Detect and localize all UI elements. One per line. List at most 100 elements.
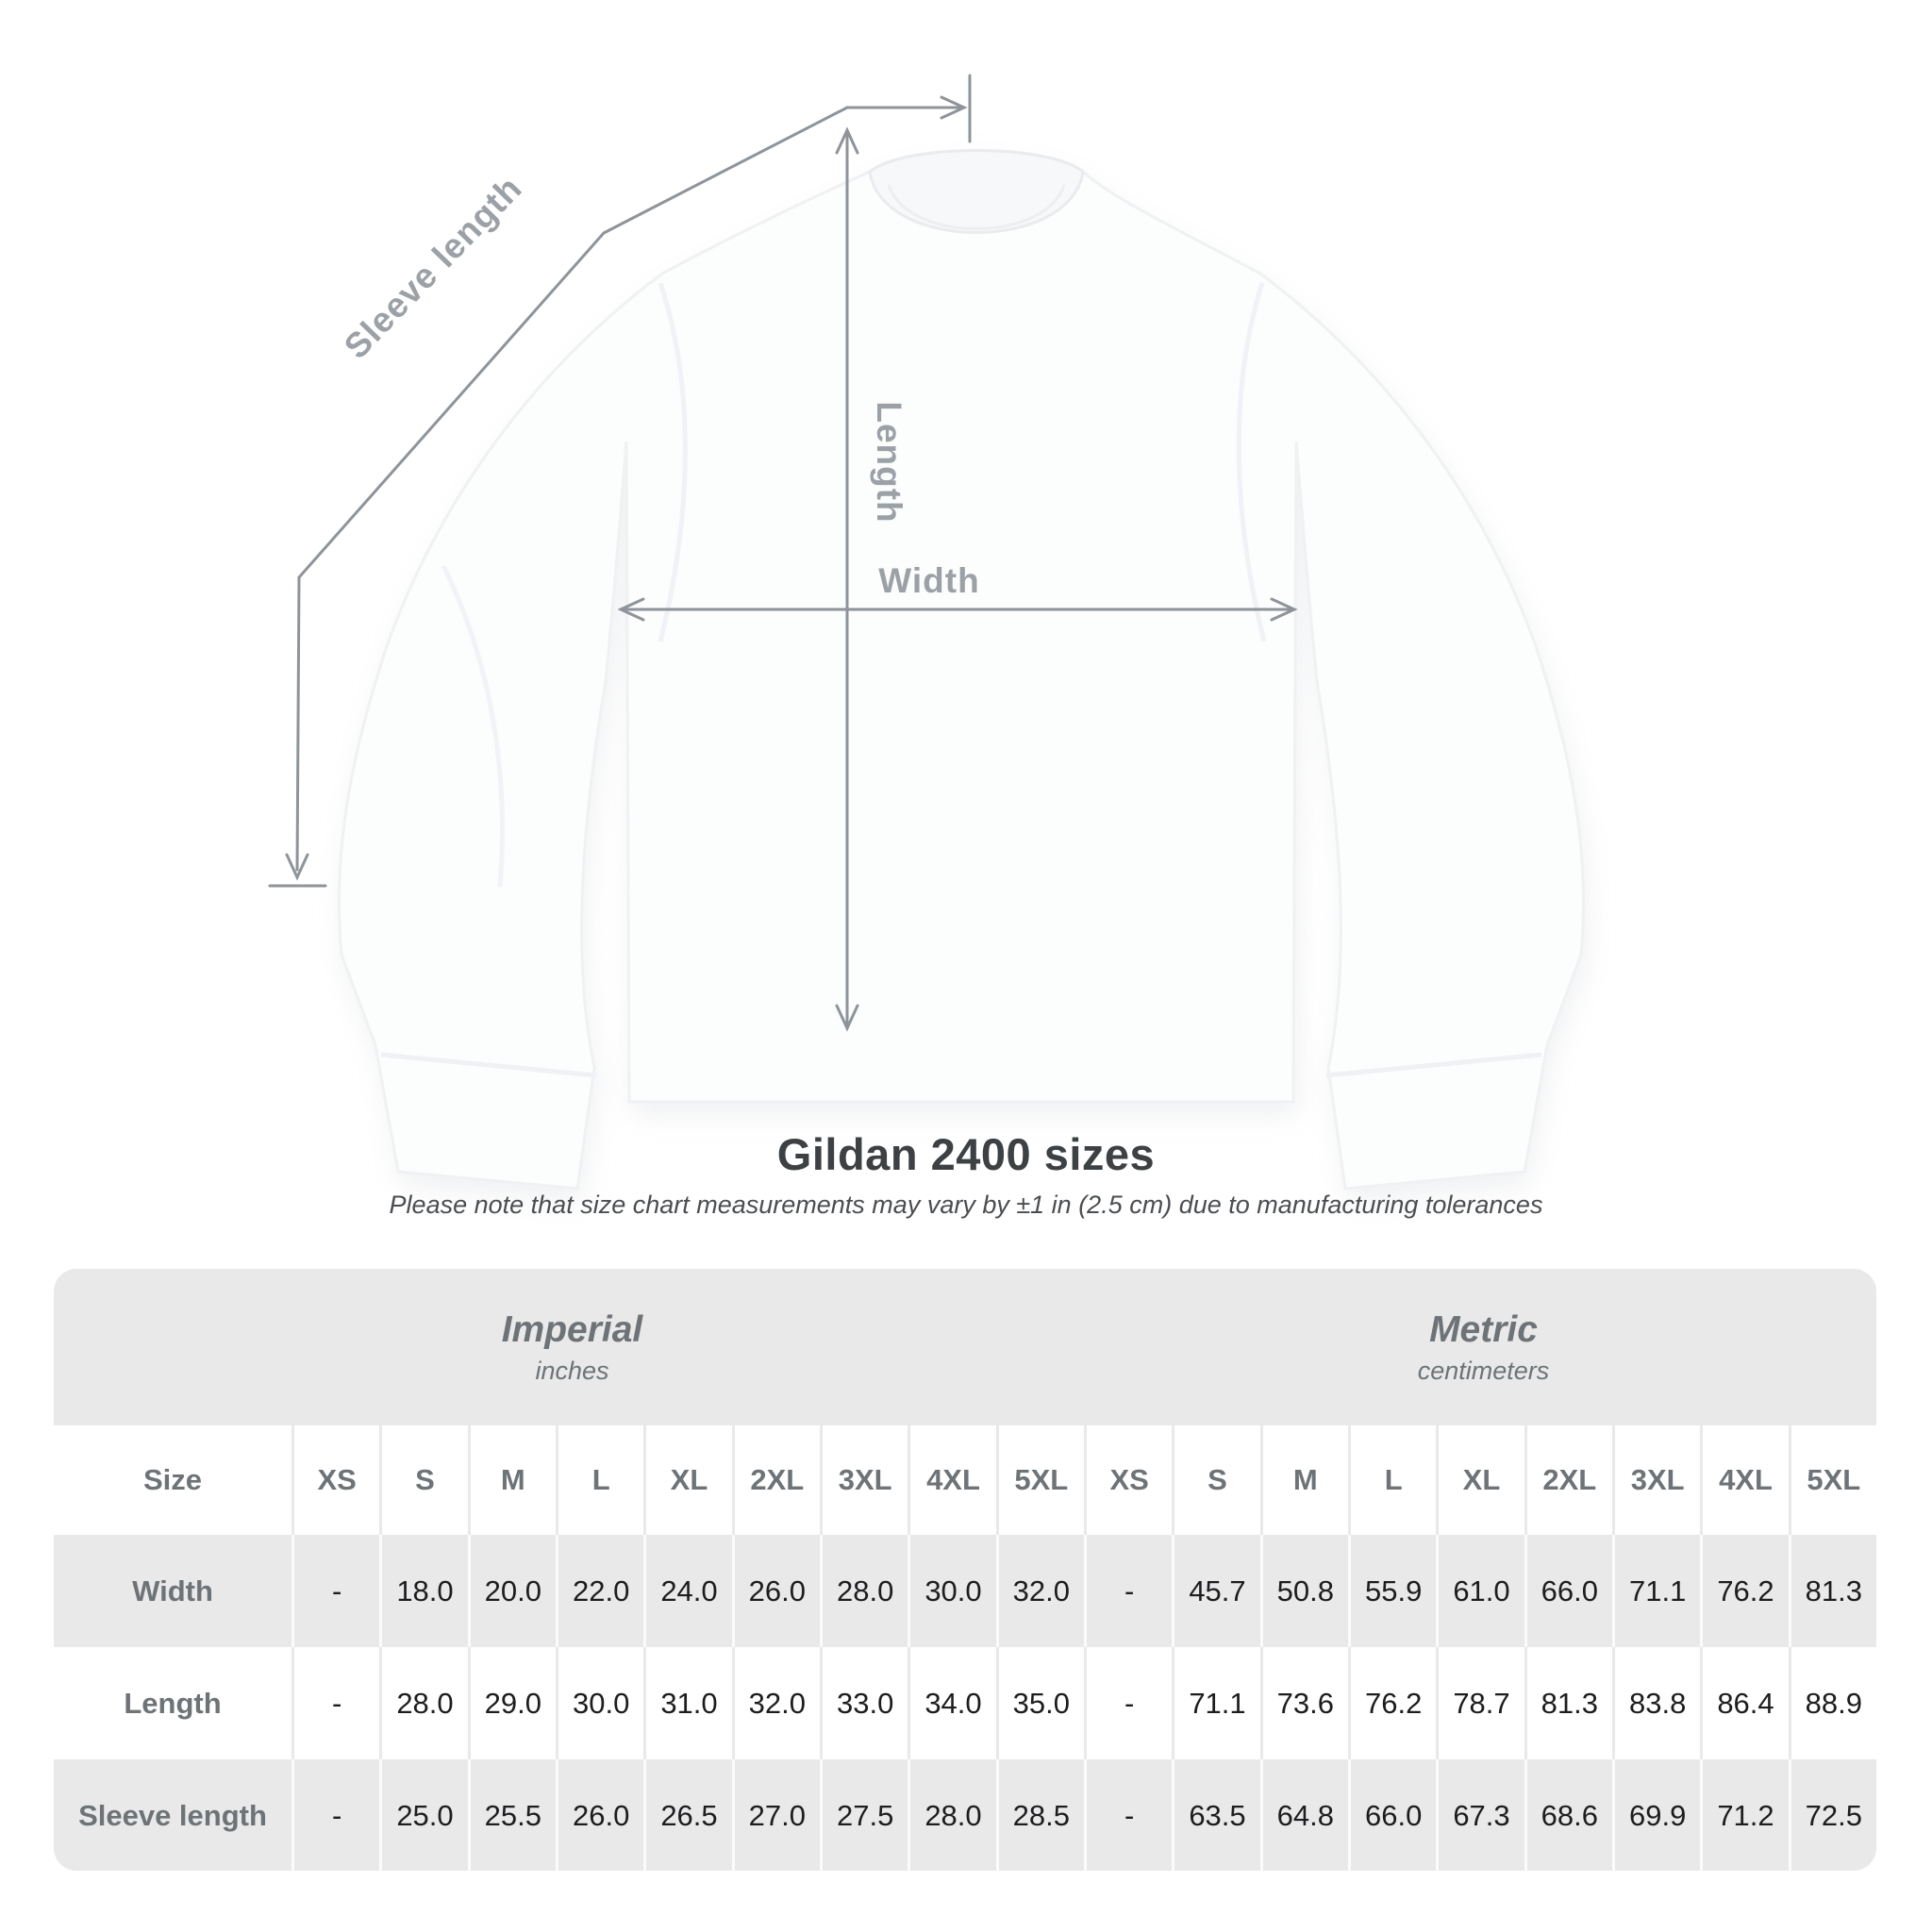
metric-value-cell: 67.3 bbox=[1439, 1759, 1524, 1871]
row-label-cell: Width bbox=[54, 1535, 291, 1647]
imperial-value-cell: - bbox=[294, 1535, 380, 1647]
imperial-value-cell: 28.0 bbox=[823, 1535, 908, 1647]
metric-value-cell: 76.2 bbox=[1351, 1647, 1437, 1759]
imperial-value-cell: 28.0 bbox=[910, 1759, 996, 1871]
imperial-value-cell: 31.0 bbox=[646, 1647, 732, 1759]
sleeve-arrow-down-icon bbox=[285, 853, 309, 881]
size-header-cell: 3XL bbox=[823, 1425, 908, 1535]
metric-value-cell: 78.7 bbox=[1439, 1647, 1524, 1759]
imperial-value-cell: 25.0 bbox=[382, 1759, 468, 1871]
size-header-cell: XL bbox=[646, 1425, 732, 1535]
metric-value-cell: 81.3 bbox=[1790, 1535, 1876, 1647]
imperial-title: Imperial bbox=[501, 1308, 643, 1350]
row-label-cell: Sleeve length bbox=[54, 1759, 291, 1871]
size-header-cell: M bbox=[470, 1425, 556, 1535]
size-header-row: Size XS S M L XL 2XL 3XL 4XL 5XL XS S M L XL 2XL 3XL 4XL 5… bbox=[54, 1425, 1876, 1535]
metric-value-cell: 83.8 bbox=[1615, 1647, 1701, 1759]
size-header-cell: S bbox=[1174, 1425, 1260, 1535]
metric-value-cell: 45.7 bbox=[1174, 1535, 1260, 1647]
unit-header-band: Imperial inches Metric centimeters bbox=[54, 1269, 1876, 1425]
metric-value-cell: 68.6 bbox=[1526, 1759, 1612, 1871]
imperial-value-cell: 27.0 bbox=[734, 1759, 820, 1871]
metric-value-cell: 81.3 bbox=[1526, 1647, 1612, 1759]
imperial-header: Imperial inches bbox=[54, 1269, 1091, 1425]
imperial-value-cell: 27.5 bbox=[823, 1759, 908, 1871]
metric-header: Metric centimeters bbox=[1091, 1269, 1876, 1425]
metric-value-cell: 71.2 bbox=[1703, 1759, 1789, 1871]
imperial-value-cell: 25.5 bbox=[470, 1759, 556, 1871]
metric-value-cell: 69.9 bbox=[1615, 1759, 1701, 1871]
imperial-value-cell: 32.0 bbox=[998, 1535, 1084, 1647]
measurement-lines bbox=[268, 74, 1298, 1032]
sleeve-arrow-right-icon bbox=[940, 95, 968, 120]
imperial-value-cell: 35.0 bbox=[998, 1647, 1084, 1759]
imperial-value-cell: - bbox=[294, 1759, 380, 1871]
metric-value-cell: 66.0 bbox=[1351, 1759, 1437, 1871]
metric-title: Metric bbox=[1429, 1308, 1538, 1350]
metric-value-cell: 76.2 bbox=[1703, 1535, 1789, 1647]
imperial-value-cell: 30.0 bbox=[910, 1535, 996, 1647]
imperial-value-cell: 28.0 bbox=[382, 1647, 468, 1759]
metric-value-cell: 88.9 bbox=[1790, 1647, 1876, 1759]
metric-value-cell: 86.4 bbox=[1703, 1647, 1789, 1759]
metric-value-cell: 63.5 bbox=[1174, 1759, 1260, 1871]
imperial-value-cell: 26.0 bbox=[734, 1535, 820, 1647]
metric-value-cell: 64.8 bbox=[1262, 1759, 1348, 1871]
imperial-value-cell: 18.0 bbox=[382, 1535, 468, 1647]
width-arrow-right-icon bbox=[1270, 597, 1298, 622]
imperial-value-cell: 30.0 bbox=[558, 1647, 644, 1759]
width-label: Width bbox=[878, 561, 979, 600]
imperial-value-cell: 22.0 bbox=[558, 1535, 644, 1647]
imperial-value-cell: 20.0 bbox=[470, 1535, 556, 1647]
size-header-cell: 2XL bbox=[1526, 1425, 1612, 1535]
metric-value-cell: - bbox=[1087, 1647, 1173, 1759]
metric-value-cell: 71.1 bbox=[1615, 1535, 1701, 1647]
size-header-cell: S bbox=[382, 1425, 468, 1535]
imperial-value-cell: 26.5 bbox=[646, 1759, 732, 1871]
size-header-cell: 5XL bbox=[1790, 1425, 1876, 1535]
size-header-cell: XS bbox=[1087, 1425, 1173, 1535]
size-header-cell: XS bbox=[294, 1425, 380, 1535]
imperial-value-cell: 29.0 bbox=[470, 1647, 556, 1759]
imperial-value-cell: 26.0 bbox=[558, 1759, 644, 1871]
imperial-value-cell: 28.5 bbox=[998, 1759, 1084, 1871]
shirt-illustration bbox=[337, 149, 1586, 1191]
width-row: Width -18.0 20.0 22.0 24.0 26.0 28.0 30.0 32.0-4… bbox=[54, 1535, 1876, 1647]
shirt-measurement-diagram: Sleeve length Length Width bbox=[268, 74, 1588, 1202]
width-arrow-left-icon bbox=[617, 597, 645, 622]
length-label: Length bbox=[870, 401, 908, 523]
page-title: Gildan 2400 sizes bbox=[776, 1129, 1156, 1179]
size-header-cell: 2XL bbox=[734, 1425, 820, 1535]
length-row: Length -28.0 29.0 30.0 31.0 32.0 33.0 34.0 35.0-… bbox=[54, 1647, 1876, 1759]
length-arrow-up-icon bbox=[835, 126, 859, 155]
size-header-cell: 4XL bbox=[1703, 1425, 1789, 1535]
imperial-value-cell: 34.0 bbox=[910, 1647, 996, 1759]
size-header-cell: L bbox=[558, 1425, 644, 1535]
imperial-unit: inches bbox=[535, 1356, 609, 1385]
length-arrow-down-icon bbox=[835, 1004, 859, 1032]
size-header-cell: XL bbox=[1439, 1425, 1524, 1535]
size-header-cell: 5XL bbox=[998, 1425, 1084, 1535]
size-column-header: Size bbox=[54, 1425, 291, 1535]
metric-value-cell: - bbox=[1087, 1535, 1173, 1647]
size-table: Imperial inches Metric centimeters Size X… bbox=[54, 1269, 1876, 1871]
imperial-value-cell: 24.0 bbox=[646, 1535, 732, 1647]
size-header-cell: 3XL bbox=[1615, 1425, 1701, 1535]
size-header-cell: M bbox=[1262, 1425, 1348, 1535]
size-header-cell: 4XL bbox=[910, 1425, 996, 1535]
collar bbox=[868, 149, 1085, 234]
metric-value-cell: 73.6 bbox=[1262, 1647, 1348, 1759]
metric-value-cell: 50.8 bbox=[1262, 1535, 1348, 1647]
sleeve-length-row: Sleeve length -25.0 25.5 26.0 26.5 27.0 27.5 28… bbox=[54, 1759, 1876, 1871]
imperial-value-cell: 33.0 bbox=[823, 1647, 908, 1759]
tolerance-note: Please note that size chart measurements… bbox=[389, 1191, 1543, 1219]
metric-unit: centimeters bbox=[1417, 1356, 1550, 1385]
row-label-cell: Length bbox=[54, 1647, 291, 1759]
metric-value-cell: 71.1 bbox=[1174, 1647, 1260, 1759]
metric-value-cell: 55.9 bbox=[1351, 1535, 1437, 1647]
metric-value-cell: - bbox=[1087, 1759, 1173, 1871]
metric-value-cell: 72.5 bbox=[1790, 1759, 1876, 1871]
imperial-value-cell: 32.0 bbox=[734, 1647, 820, 1759]
metric-value-cell: 61.0 bbox=[1439, 1535, 1524, 1647]
